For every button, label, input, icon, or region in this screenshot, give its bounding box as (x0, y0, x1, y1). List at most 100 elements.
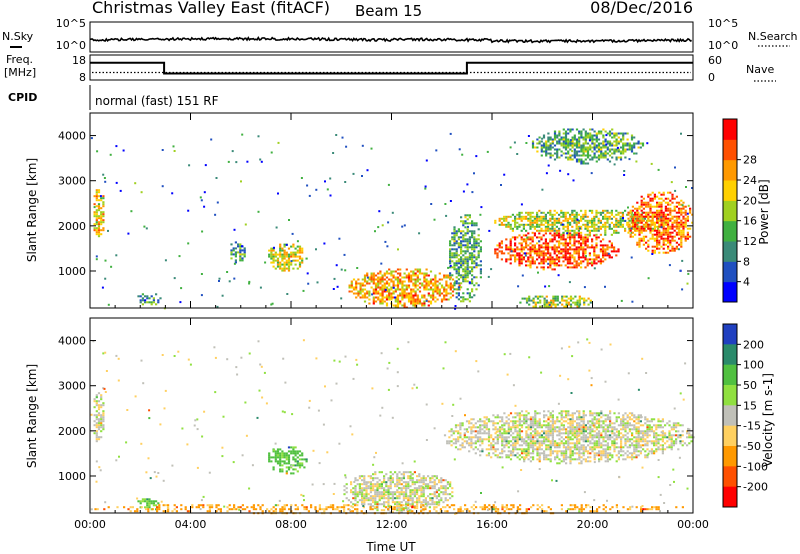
velocity-echo-cell (536, 446, 539, 449)
power-echo-cell (582, 150, 585, 153)
power-echo-cell (658, 241, 661, 244)
power-echo-cell (394, 276, 397, 279)
power-echo-cell (301, 249, 304, 252)
power-echo-cell (511, 250, 514, 253)
velocity-echo-cell (589, 414, 592, 417)
velocity-echo-cell (274, 454, 277, 457)
power-speckle (651, 253, 654, 255)
power-echo-cell (500, 223, 503, 226)
power-echo-cell (566, 225, 569, 228)
velocity-echo-cell (474, 446, 477, 449)
velocity-echo-cell (418, 481, 421, 484)
power-echo-cell (239, 243, 242, 246)
power-echo-cell (627, 231, 630, 234)
power-echo-cell (595, 233, 598, 236)
power-ytick-label: 3000 (58, 175, 86, 188)
power-echo-cell (460, 236, 463, 239)
velocity-echo-cell (413, 501, 416, 504)
power-echo-cell (564, 211, 567, 214)
power-echo-cell (619, 219, 622, 222)
power-echo-cell (544, 238, 547, 241)
power-echo-cell (553, 209, 556, 212)
power-echo-cell (593, 130, 596, 133)
power-echo-cell (642, 211, 645, 214)
power-echo-cell (507, 225, 510, 228)
velocity-echo-cell (383, 481, 386, 484)
power-echo-cell (551, 256, 554, 259)
velocity-echo-cell (598, 420, 601, 423)
power-echo-cell (522, 215, 525, 218)
velocity-echo-cell (525, 422, 528, 425)
power-echo-cell (671, 235, 674, 238)
velocity-echo-cell (141, 498, 144, 501)
velocity-echo-cell (400, 509, 403, 512)
power-echo-cell (416, 284, 419, 287)
velocity-echo-cell (604, 414, 607, 417)
power-echo-cell (279, 243, 282, 246)
power-echo-cell (621, 219, 624, 222)
power-echo-cell (582, 240, 585, 243)
velocity-echo-cell (285, 454, 288, 457)
power-echo-cell (292, 255, 295, 258)
velocity-echo-cell (402, 477, 405, 480)
power-echo-cell (440, 284, 444, 287)
velocity-echo-cell (409, 495, 412, 498)
power-echo-cell (494, 221, 497, 224)
power-echo-cell (407, 272, 411, 275)
power-echo-cell (604, 244, 607, 247)
power-echo-cell (582, 250, 585, 253)
power-echo-cell (525, 234, 528, 237)
velocity-echo-cell (549, 446, 552, 449)
power-echo-cell (593, 142, 596, 145)
velocity-echo-cell (587, 438, 590, 441)
velocity-echo-cell (518, 448, 521, 451)
velocity-echo-cell (97, 400, 101, 403)
power-echo-cell (410, 290, 413, 293)
power-echo-cell (638, 229, 641, 232)
power-echo-cell (466, 270, 469, 273)
power-echo-cell (561, 299, 564, 302)
velocity-echo-cell (487, 418, 491, 421)
power-echo-cell (531, 221, 534, 224)
power-echo-cell (529, 225, 532, 228)
power-speckle (397, 248, 399, 251)
velocity-echo-cell (296, 464, 299, 467)
power-speckle (179, 301, 182, 304)
power-echo-cell (560, 215, 563, 218)
power-echo-cell (553, 144, 557, 147)
velocity-echo-cell (543, 452, 546, 455)
power-echo-cell (604, 233, 607, 236)
power-echo-cell (372, 278, 375, 281)
velocity-echo-cell (532, 418, 535, 421)
power-echo-cell (675, 221, 678, 224)
power-echo-cell (366, 292, 369, 295)
power-speckle (567, 173, 570, 176)
power-echo-cell (562, 136, 565, 139)
power-echo-cell (682, 223, 685, 226)
power-echo-cell (464, 260, 467, 263)
power-echo-cell (427, 280, 430, 283)
power-echo-cell (100, 197, 103, 200)
power-echo-cell (584, 227, 587, 230)
power-echo-cell (651, 205, 654, 208)
power-echo-cell (468, 236, 471, 239)
power-echo-cell (599, 240, 602, 243)
power-echo-cell (633, 142, 636, 145)
power-echo-cell (558, 260, 561, 263)
velocity-echo-cell (534, 416, 537, 419)
velocity-echo-cell (580, 462, 583, 465)
velocity-echo-cell (100, 436, 103, 439)
power-echo-cell (536, 250, 539, 253)
power-echo-cell (403, 280, 406, 283)
power-echo-cell (558, 130, 561, 133)
power-speckle (104, 180, 107, 183)
power-echo-cell (619, 158, 623, 161)
power-echo-cell (412, 288, 415, 291)
power-speckle (173, 150, 176, 152)
power-echo-cell (667, 227, 670, 230)
power-echo-cell (580, 234, 583, 237)
velocity-echo-cell (540, 436, 543, 439)
power-echo-cell (412, 304, 415, 307)
velocity-echo-cell (569, 426, 572, 429)
power-echo-cell (664, 251, 667, 254)
